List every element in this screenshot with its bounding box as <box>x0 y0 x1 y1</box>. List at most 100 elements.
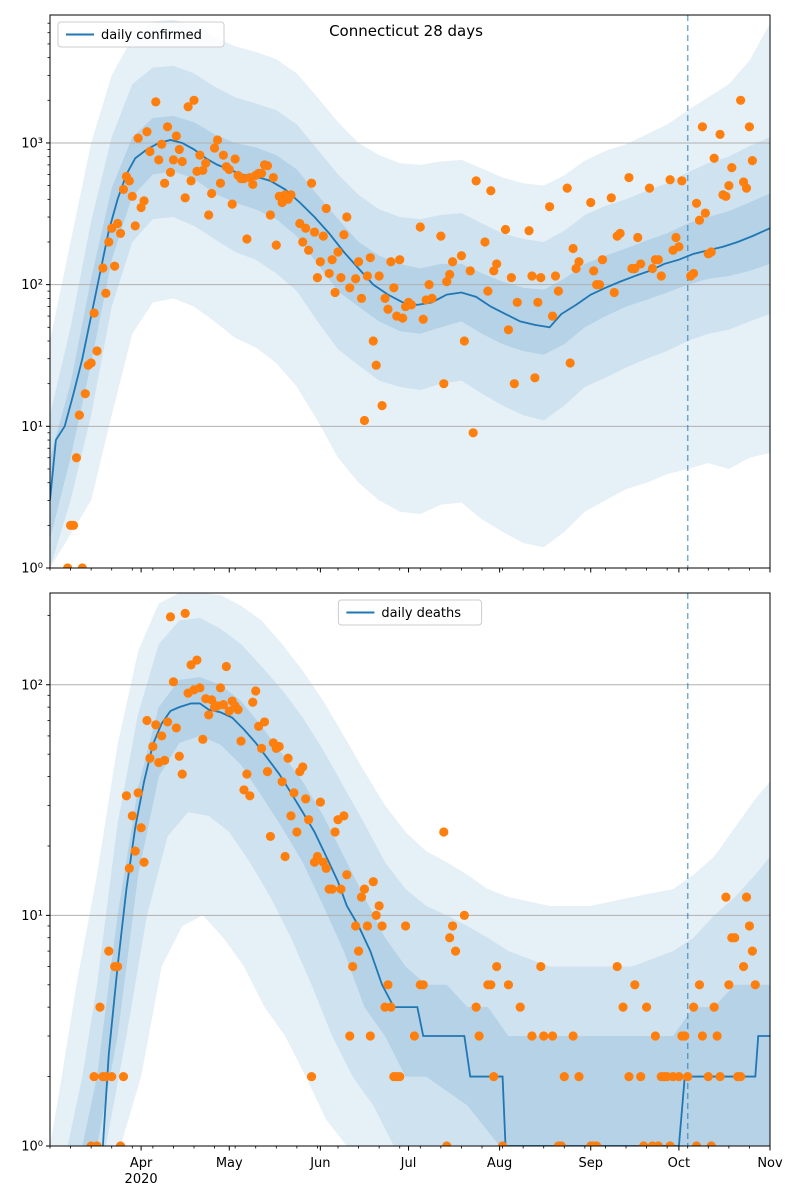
data-point <box>177 156 187 167</box>
x-tick-label: Apr <box>130 1156 153 1171</box>
data-point <box>506 273 516 283</box>
data-point <box>139 857 149 867</box>
data-point <box>215 178 226 188</box>
data-point <box>574 257 584 267</box>
data-point <box>207 695 217 705</box>
data-point <box>383 304 393 314</box>
data-point <box>747 946 757 956</box>
data-point <box>574 1071 584 1082</box>
y-tick-label: 10¹ <box>21 909 43 924</box>
data-point <box>556 1141 566 1146</box>
data-point <box>345 1031 355 1041</box>
data-point <box>644 183 655 193</box>
data-point <box>724 181 734 191</box>
data-point <box>653 255 663 265</box>
data-point <box>636 259 646 269</box>
y-tick-label: 10² <box>21 278 43 293</box>
data-point <box>362 921 372 931</box>
data-point <box>448 921 458 931</box>
data-point <box>697 1031 708 1041</box>
data-point <box>127 811 137 821</box>
data-point <box>256 743 267 753</box>
x-tick-label: Jul <box>400 1156 417 1171</box>
data-point <box>650 1031 660 1041</box>
data-point <box>92 346 102 356</box>
band-inner <box>50 115 770 540</box>
data-point <box>204 710 214 720</box>
data-point <box>442 1141 452 1146</box>
data-point <box>589 266 599 276</box>
data-point <box>71 453 82 463</box>
data-point <box>486 186 496 196</box>
data-point <box>198 165 208 176</box>
data-point <box>465 266 475 276</box>
data-point <box>439 379 449 389</box>
data-point <box>418 314 428 324</box>
band-middle <box>50 65 770 568</box>
data-point <box>348 961 358 972</box>
data-point <box>547 311 558 321</box>
data-point <box>727 162 737 173</box>
data-point <box>683 1071 693 1082</box>
data-point <box>162 717 173 727</box>
data-point <box>145 146 155 157</box>
data-point <box>262 767 273 777</box>
data-point <box>192 655 202 665</box>
data-point <box>157 731 167 741</box>
data-point <box>559 1071 569 1082</box>
data-point <box>471 1002 481 1012</box>
y-tick-label: 10⁰ <box>21 562 43 577</box>
plot-area <box>50 593 770 1146</box>
data-point <box>377 401 387 411</box>
data-point <box>312 273 323 283</box>
data-point <box>568 243 578 254</box>
data-point <box>177 769 187 779</box>
data-point <box>738 961 749 972</box>
data-point <box>130 846 140 856</box>
data-point <box>503 980 514 990</box>
data-point <box>636 1071 646 1082</box>
data-point <box>195 150 205 160</box>
data-point <box>406 300 417 310</box>
data-point <box>118 1071 129 1082</box>
data-point <box>339 230 349 240</box>
data-point <box>130 221 140 231</box>
data-point <box>641 1002 652 1012</box>
data-point <box>647 263 658 274</box>
data-point <box>680 1031 690 1041</box>
data-point <box>286 190 296 200</box>
data-point <box>186 176 196 186</box>
data-point <box>550 271 561 281</box>
data-point <box>503 325 514 335</box>
x-tick-label: May <box>216 1156 243 1171</box>
data-point <box>741 183 752 193</box>
data-point <box>239 785 249 795</box>
data-point <box>160 178 170 188</box>
data-point <box>744 122 755 132</box>
data-point <box>95 1002 105 1012</box>
data-point <box>448 257 458 267</box>
data-point <box>139 196 149 206</box>
data-point <box>483 286 493 296</box>
data-point <box>639 1141 649 1146</box>
data-point <box>174 751 184 761</box>
data-point <box>157 139 167 149</box>
data-point <box>236 736 246 746</box>
data-point <box>89 1071 99 1082</box>
data-point <box>112 961 123 972</box>
data-point <box>445 933 455 943</box>
data-point <box>706 1141 716 1146</box>
data-point <box>703 1071 713 1082</box>
data-point <box>301 794 311 804</box>
data-point <box>212 135 223 145</box>
data-point <box>374 271 384 281</box>
data-point <box>750 980 760 990</box>
data-point <box>568 1031 578 1041</box>
data-point <box>730 933 740 943</box>
data-point <box>80 389 90 399</box>
data-point <box>741 892 752 902</box>
data-point <box>395 255 405 265</box>
data-point <box>145 753 155 763</box>
data-point <box>230 154 240 164</box>
data-point <box>165 612 176 622</box>
